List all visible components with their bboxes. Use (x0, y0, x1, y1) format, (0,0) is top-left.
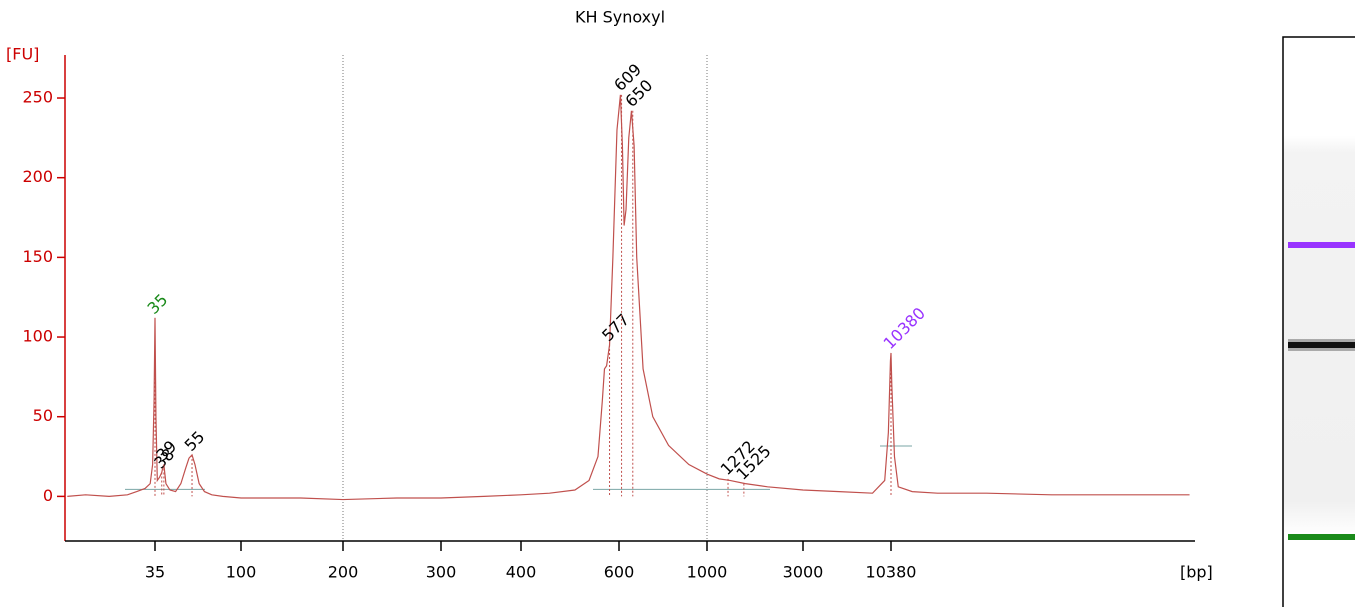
peak-label: 55 (181, 427, 209, 455)
x-tick-label: 3000 (783, 563, 824, 582)
y-tick-label: 50 (33, 406, 53, 425)
peak-label: 10380 (880, 304, 929, 353)
y-tick-label: 250 (22, 88, 53, 107)
x-tick-label: 100 (226, 563, 257, 582)
gel-lane (1282, 36, 1355, 607)
y-tick-label: 100 (22, 327, 53, 346)
x-tick-label: 1000 (687, 563, 728, 582)
trace (67, 94, 1190, 501)
y-axis-label: [FU] (6, 45, 39, 64)
x-tick-label: 200 (328, 563, 359, 582)
x-tick-label: 300 (426, 563, 457, 582)
x-tick-label: 10380 (866, 563, 917, 582)
peak-label: 35 (144, 290, 172, 318)
chart-title: KH Synoxyl (575, 8, 665, 27)
x-tick-label: 600 (604, 563, 635, 582)
y-tick-label: 150 (22, 247, 53, 266)
x-tick-label: 35 (145, 563, 165, 582)
peak-label: 577 (598, 310, 633, 345)
x-tick-label: 400 (506, 563, 537, 582)
y-tick-label: 200 (22, 167, 53, 186)
y-tick-label: 0 (43, 486, 53, 505)
x-axis-label: [bp] (1180, 563, 1213, 582)
